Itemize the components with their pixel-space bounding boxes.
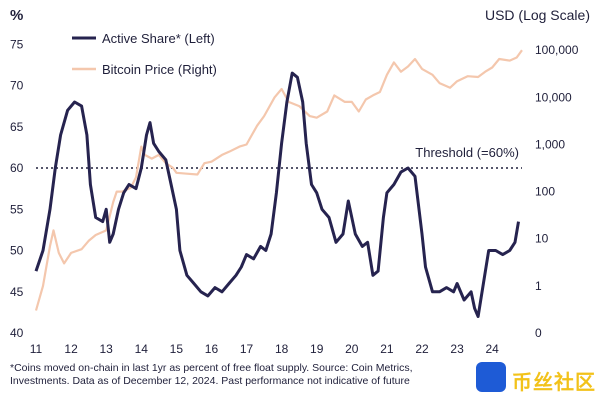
x-tick: 15 <box>170 342 184 356</box>
x-tick: 17 <box>240 342 254 356</box>
y-right-tick: 100 <box>535 185 555 199</box>
x-tick: 19 <box>310 342 324 356</box>
x-tick: 11 <box>30 342 43 356</box>
legend-btc-label: Bitcoin Price (Right) <box>102 62 217 77</box>
x-tick: 24 <box>485 342 499 356</box>
y-right-tick: 0 <box>535 326 542 340</box>
footnote-line-2: Investments. Data as of December 12, 202… <box>10 375 410 387</box>
y-left-tick: 40 <box>10 326 24 340</box>
threshold-label: Threshold (=60%) <box>415 145 519 160</box>
x-tick: 16 <box>205 342 219 356</box>
footnote-line-1: *Coins moved on-chain in last 1yr as per… <box>10 362 413 374</box>
y-left-tick: 55 <box>10 202 24 216</box>
x-tick: 18 <box>275 342 289 356</box>
x-tick: 21 <box>380 342 394 356</box>
y-right-tick: 10 <box>535 232 549 246</box>
y-left-tick: 50 <box>10 244 24 258</box>
x-tick: 22 <box>415 342 429 356</box>
y-left-unit: % <box>10 7 23 24</box>
x-tick: 12 <box>64 342 78 356</box>
legend-active-label: Active Share* (Left) <box>102 31 215 46</box>
footnote: *Coins moved on-chain in last 1yr as per… <box>10 362 480 388</box>
watermark-logo-icon <box>476 362 506 392</box>
y-right-tick: 10,000 <box>535 90 572 104</box>
y-right-tick: 1,000 <box>535 137 565 151</box>
series-bitcoin-price <box>34 49 523 311</box>
x-tick: 23 <box>450 342 464 356</box>
watermark: 币丝社区 <box>476 360 596 398</box>
x-tick: 13 <box>100 342 114 356</box>
y-right-tick: 1 <box>535 279 542 293</box>
x-ticks: 11 12 13 14 15 16 17 18 19 20 21 22 23 24 <box>30 342 499 356</box>
y-left-tick: 65 <box>10 120 24 134</box>
y-left-tick: 75 <box>10 37 24 51</box>
y-left-tick: 70 <box>10 79 24 93</box>
watermark-text: 币丝社区 <box>512 370 596 394</box>
y-right-unit: USD (Log Scale) <box>485 7 590 23</box>
series-active-share <box>34 71 520 318</box>
y-left-tick: 45 <box>10 285 24 299</box>
y-left-ticks: 75 70 65 60 55 50 45 40 <box>10 37 24 340</box>
y-left-tick: 60 <box>10 161 24 175</box>
x-tick: 20 <box>345 342 359 356</box>
y-right-tick: 100,000 <box>535 43 579 57</box>
x-tick: 14 <box>135 342 149 356</box>
legend: Active Share* (Left) Bitcoin Price (Righ… <box>72 31 217 77</box>
